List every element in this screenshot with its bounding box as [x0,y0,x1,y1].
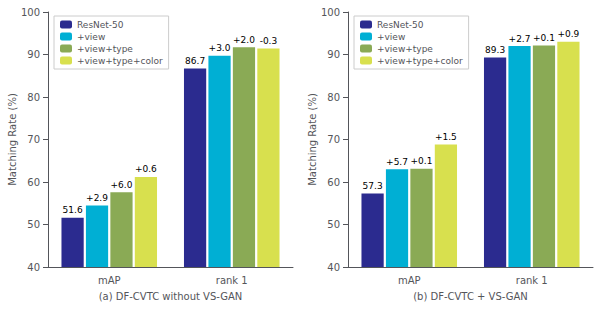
svg-text:(a) DF-CVTC without VS-GAN: (a) DF-CVTC without VS-GAN [99,291,243,302]
svg-text:+5.7: +5.7 [386,157,408,167]
svg-text:80: 80 [327,92,340,103]
svg-text:100: 100 [321,7,340,18]
svg-text:50: 50 [27,219,40,230]
svg-text:(b) DF-CVTC + VS-GAN: (b) DF-CVTC + VS-GAN [413,291,528,302]
svg-text:+view+type: +view+type [77,44,133,54]
svg-text:rank 1: rank 1 [516,275,548,286]
svg-text:50: 50 [327,219,340,230]
svg-text:90: 90 [27,49,40,60]
svg-text:100: 100 [21,7,40,18]
svg-text:70: 70 [27,134,40,145]
svg-text:-0.3: -0.3 [260,36,278,46]
svg-text:rank 1: rank 1 [216,275,248,286]
svg-text:+1.5: +1.5 [435,132,457,142]
svg-text:ResNet-50: ResNet-50 [377,20,424,30]
svg-text:+view+type+color: +view+type+color [377,56,463,66]
svg-text:ResNet-50: ResNet-50 [77,20,124,30]
svg-text:86.7: 86.7 [185,56,205,66]
svg-text:Matching Rate (%): Matching Rate (%) [7,93,18,186]
svg-text:+view: +view [77,32,105,42]
svg-text:+0.9: +0.9 [557,29,579,39]
svg-text:+view: +view [377,32,405,42]
svg-text:90: 90 [327,49,340,60]
svg-text:+0.1: +0.1 [411,156,433,166]
svg-text:70: 70 [327,134,340,145]
svg-text:80: 80 [27,92,40,103]
svg-text:mAP: mAP [98,275,121,286]
svg-text:mAP: mAP [398,275,421,286]
svg-text:+2.9: +2.9 [86,193,108,203]
svg-text:+3.0: +3.0 [209,43,231,53]
svg-text:89.3: 89.3 [485,45,505,55]
svg-text:57.3: 57.3 [363,181,383,191]
svg-text:40: 40 [327,262,340,273]
svg-text:+view+type+color: +view+type+color [77,56,163,66]
svg-text:+2.0: +2.0 [233,35,255,45]
svg-text:+view+type: +view+type [377,44,433,54]
svg-text:40: 40 [27,262,40,273]
svg-text:Matching Rate (%): Matching Rate (%) [307,93,318,186]
svg-text:+0.6: +0.6 [135,164,157,174]
svg-text:+2.7: +2.7 [509,34,531,44]
svg-text:60: 60 [327,177,340,188]
svg-text:60: 60 [27,177,40,188]
svg-text:+6.0: +6.0 [111,180,133,190]
svg-text:+0.1: +0.1 [533,33,555,43]
svg-text:51.6: 51.6 [63,205,83,215]
